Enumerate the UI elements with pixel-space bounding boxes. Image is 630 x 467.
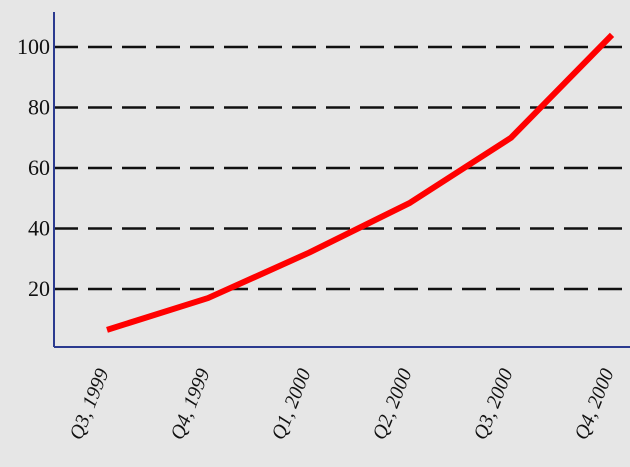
y-axis-ticks: 20 40 60 80 100 [17, 34, 50, 301]
x-tick-label: Q3, 2000 [469, 366, 517, 443]
y-tick-label: 80 [28, 95, 50, 120]
gridlines [54, 45, 630, 291]
x-axis-ticks: Q3, 1999 Q4, 1999 Q1, 2000 Q2, 2000 Q3, 2000… [65, 366, 618, 443]
y-tick-label: 40 [28, 216, 50, 241]
y-tick-label: 60 [28, 155, 50, 180]
x-tick-label: Q4, 2000 [570, 366, 618, 443]
y-tick-label: 20 [28, 276, 50, 301]
series-layer [106, 32, 615, 333]
x-tick-label: Q1, 2000 [267, 366, 315, 443]
y-tick-label: 100 [17, 34, 50, 59]
x-tick-label: Q2, 2000 [368, 366, 416, 443]
series-line [106, 32, 615, 333]
x-tick-label: Q3, 1999 [65, 366, 113, 443]
x-tick-label: Q4, 1999 [166, 366, 214, 443]
